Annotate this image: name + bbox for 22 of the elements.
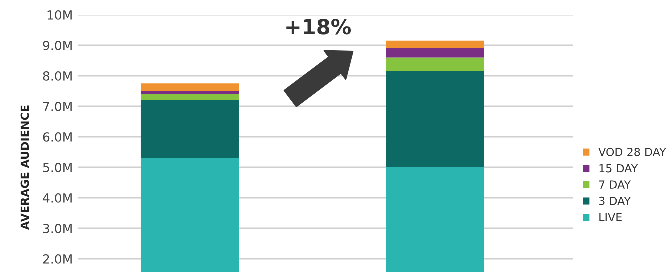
y-tick-label: 4.0M — [43, 193, 72, 203]
bar — [386, 58, 484, 72]
y-tick-label: 10M — [48, 10, 72, 20]
y-tick-label: 5.0M — [43, 162, 72, 172]
bar — [386, 48, 484, 58]
bar — [140, 84, 239, 92]
y-tick-label: 8.0M — [43, 71, 72, 81]
bar — [140, 94, 239, 100]
y-tick-label: 3.0M — [43, 224, 72, 234]
bar — [386, 40, 484, 49]
legend-label: VOD 28 DAY — [598, 148, 666, 156]
annotation: +18% — [286, 19, 352, 35]
bar — [140, 91, 239, 94]
legend-label: 3 DAY — [599, 196, 632, 206]
y-tick-label: 9.0M — [43, 40, 72, 50]
y-tick-label: 6.0M — [43, 132, 72, 142]
legend-label: LIVE — [600, 213, 622, 222]
y-tick-label: 7.0M — [44, 102, 72, 112]
legend-label: 15 DAY — [600, 164, 638, 173]
y-axis-title: AVERAGE AUDIENCE — [20, 106, 30, 230]
legend-label: 7 DAY — [599, 180, 632, 189]
y-tick-label: 2.0M — [43, 254, 72, 264]
